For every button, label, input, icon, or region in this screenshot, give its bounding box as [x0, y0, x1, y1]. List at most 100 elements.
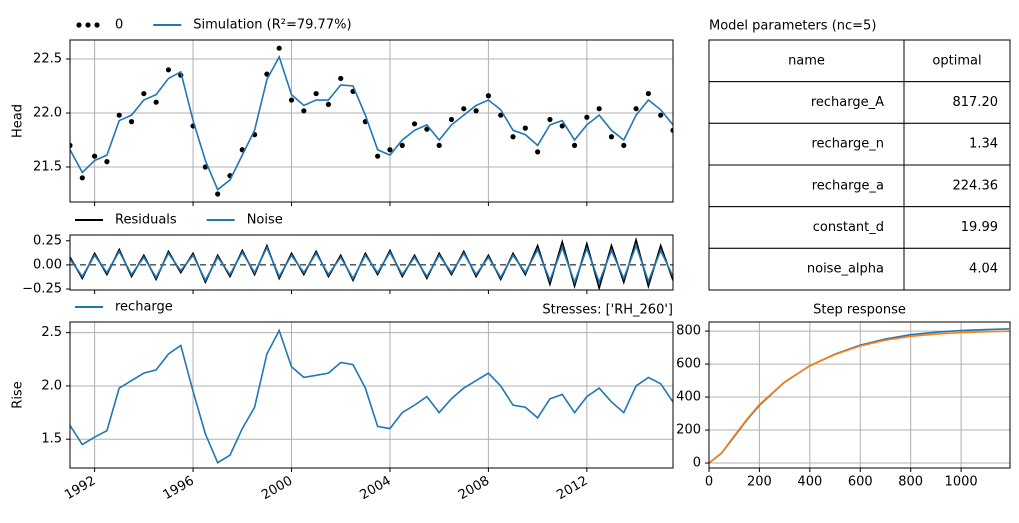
table-cell [708, 164, 905, 208]
observation-dot [436, 142, 442, 149]
observation-dot [325, 101, 332, 107]
parameter-value: 817.20 [953, 95, 999, 110]
table-header: optimal [932, 53, 981, 68]
observation-dot [584, 114, 590, 120]
observation-dot [473, 108, 479, 114]
x-tick-label: 1000 [945, 475, 978, 490]
y-tick-label: 0 [693, 456, 701, 471]
series-line [70, 243, 673, 285]
observation-dot [645, 90, 651, 97]
table-cell [903, 247, 1011, 291]
observation-dot [338, 75, 344, 82]
table-cell [708, 122, 905, 166]
observation-dot [633, 106, 639, 112]
legend-dot [76, 22, 82, 28]
observation-dot [424, 126, 430, 132]
chart-title: Stresses: ['RH_260'] [542, 303, 673, 318]
x-tick-label: 200 [747, 475, 772, 490]
observation-dot [596, 106, 602, 112]
observation-dot [79, 175, 85, 181]
legend-dot [85, 22, 91, 28]
observation-dot [461, 106, 467, 112]
parameter-name: recharge_A [811, 95, 884, 110]
observation-dot [375, 153, 381, 159]
legend-label: 0 [115, 18, 123, 33]
parameter-name: recharge_a [812, 178, 884, 193]
axes-frame [69, 321, 674, 469]
table-cell [903, 122, 1011, 166]
observation-dot [498, 112, 504, 118]
parameter-value: 224.36 [953, 178, 999, 193]
y-axis-label: Head [11, 104, 26, 138]
y-tick-label: 0.25 [33, 233, 62, 248]
table-cell [903, 164, 1011, 208]
y-tick-label: 1.5 [41, 432, 62, 447]
y-tick-label: 600 [676, 357, 701, 372]
observation-dot [104, 159, 110, 165]
table-cell [708, 81, 905, 124]
x-tick-label: 400 [797, 475, 822, 490]
observation-dot [165, 67, 172, 73]
observation-dot [141, 90, 147, 97]
table-cell [903, 81, 1011, 124]
y-tick-label: 22.0 [33, 106, 62, 121]
legend-label: Simulation (R²=79.77%) [193, 18, 351, 33]
y-tick-label: 2.5 [41, 325, 62, 340]
x-tick-label: 600 [848, 475, 873, 490]
plot-area [70, 45, 673, 197]
observation-dot [313, 90, 319, 97]
y-tick-label: 22.5 [33, 52, 62, 67]
observation-dot [448, 116, 455, 123]
observation-dot [128, 119, 135, 125]
parameter-name: recharge_n [811, 137, 884, 152]
observation-dot [92, 153, 98, 159]
series-line [70, 328, 673, 464]
observation-dot [264, 71, 270, 77]
observation-dot [411, 121, 418, 127]
table-header: name [788, 53, 825, 68]
observation-dot [116, 112, 122, 118]
plot-area [709, 328, 1010, 464]
observation-dot [276, 45, 282, 51]
series-line [709, 328, 1010, 464]
parameter-name: constant_d [813, 220, 884, 235]
observation-dot [535, 149, 541, 155]
observation-dot [559, 123, 565, 129]
parameter-value: 4.04 [969, 262, 998, 277]
observation-dot [522, 125, 528, 131]
parameter-value: 19.99 [961, 220, 998, 235]
table-cell [708, 39, 905, 83]
y-tick-label: 0.00 [33, 257, 62, 272]
observation-dot [70, 142, 73, 149]
y-tick-label: 800 [676, 324, 701, 339]
axes-frame [708, 321, 1011, 469]
legend-label: Residuals [115, 213, 177, 228]
y-tick-label: 2.0 [41, 378, 62, 393]
x-tick-label: 800 [898, 475, 923, 490]
observation-dot [547, 116, 553, 123]
legend-label: Noise [247, 213, 283, 228]
observation-dot [510, 134, 516, 140]
legend-dot [94, 22, 100, 28]
parameter-value: 1.34 [969, 137, 998, 152]
x-tick-label: 2004 [358, 474, 394, 504]
observation-dot [301, 108, 307, 114]
x-tick-label: 1996 [161, 474, 197, 504]
axes-frame [69, 234, 674, 291]
y-axis-label: Rise [11, 381, 26, 408]
y-tick-label: 21.5 [33, 160, 62, 175]
observation-dot [215, 191, 221, 197]
observation-dot [485, 93, 492, 99]
observation-dot [153, 99, 159, 105]
plot-area [70, 236, 673, 290]
chart-title: Step response [813, 303, 906, 318]
table-title: Model parameters (nc=5) [709, 19, 876, 34]
series-line [70, 54, 673, 191]
table-cell [708, 206, 905, 249]
observation-dot [670, 127, 673, 133]
observation-dot [399, 142, 405, 149]
parameter-name: noise_alpha [807, 262, 884, 277]
observation-dot [387, 147, 393, 153]
y-tick-label: 200 [676, 423, 701, 438]
